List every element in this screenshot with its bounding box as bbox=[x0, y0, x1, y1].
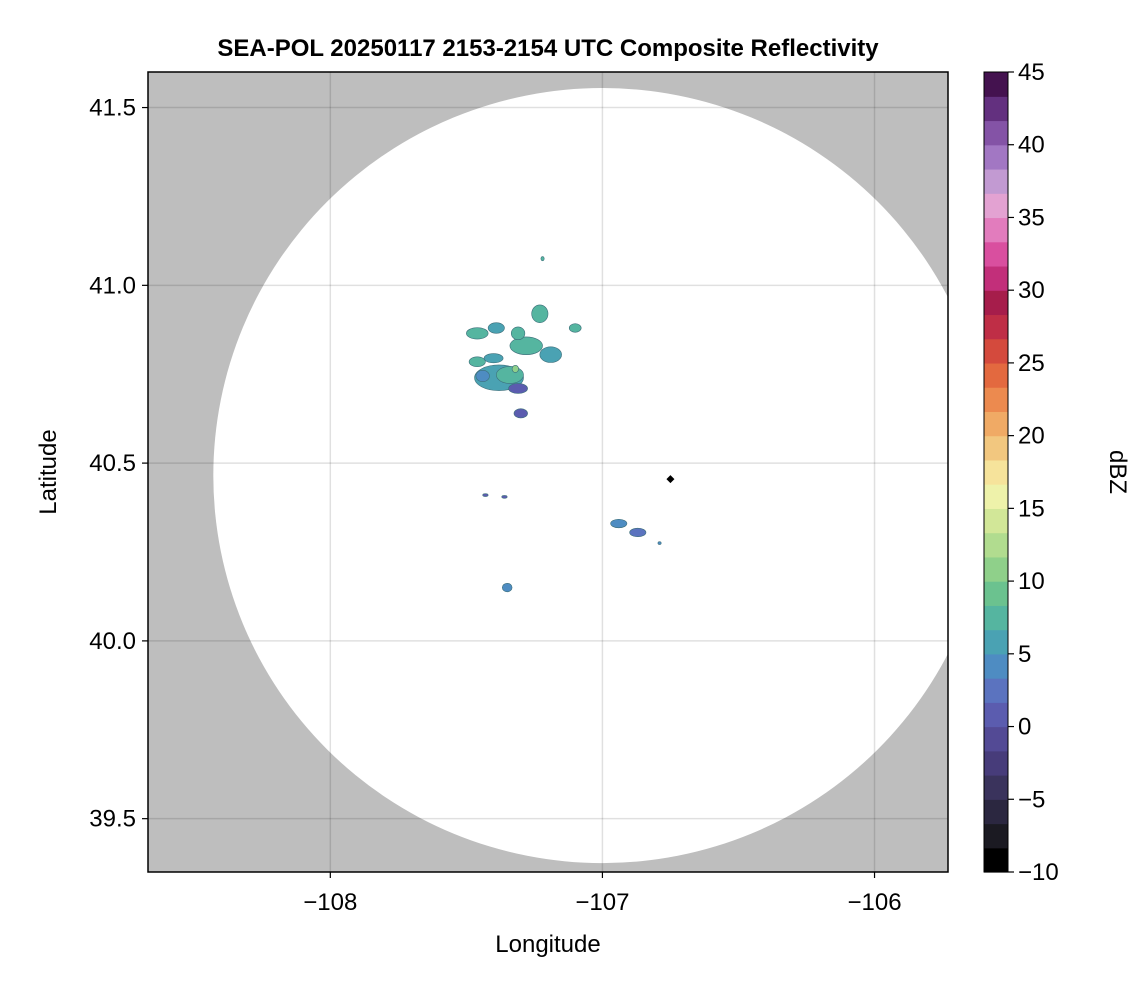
echo-cell bbox=[540, 256, 545, 262]
colorbar-segment bbox=[984, 508, 1008, 534]
echo-cell bbox=[487, 322, 505, 334]
colorbar-segment bbox=[984, 314, 1008, 340]
echo-cell bbox=[509, 336, 543, 355]
colorbar-segment bbox=[984, 605, 1008, 631]
echo-cell bbox=[468, 356, 486, 368]
plot-area bbox=[148, 72, 948, 872]
echo-cell bbox=[531, 304, 549, 323]
chart-title: SEA-POL 20250117 2153-2154 UTC Composite… bbox=[217, 35, 879, 62]
x-axis-ticks: −108 −107 −106 bbox=[303, 872, 902, 916]
colorbar-segment bbox=[984, 823, 1008, 849]
echo-cell bbox=[508, 383, 528, 394]
colorbar: −10 −5 0 5 10 15 20 25 30 35 40 45 bbox=[983, 59, 1059, 886]
colorbar-segment bbox=[984, 387, 1008, 412]
colorbar-tick-label: 20 bbox=[1018, 423, 1045, 450]
echo-cell bbox=[629, 527, 647, 538]
colorbar-segment bbox=[984, 168, 1008, 194]
echo-cell bbox=[539, 346, 562, 363]
colorbar-segment bbox=[984, 459, 1008, 485]
x-tick-label: −106 bbox=[847, 889, 901, 916]
colorbar-tick-label: 25 bbox=[1018, 350, 1045, 377]
echo-cell bbox=[501, 495, 508, 499]
echo-cell bbox=[495, 366, 524, 384]
colorbar-segment bbox=[984, 193, 1008, 219]
radar-site-marker bbox=[666, 475, 675, 484]
y-tick-label: 39.5 bbox=[89, 806, 136, 833]
colorbar-segment bbox=[984, 847, 1008, 873]
echo-cell bbox=[511, 365, 519, 373]
gridlines bbox=[148, 72, 948, 872]
y-tick-label: 41.5 bbox=[89, 95, 136, 122]
y-axis-ticks: 39.5 40.0 40.5 41.0 41.5 bbox=[89, 95, 148, 833]
y-tick-label: 40.5 bbox=[89, 450, 136, 477]
colorbar-segment bbox=[984, 750, 1008, 776]
echo-cell bbox=[568, 323, 582, 333]
y-tick-label: 40.0 bbox=[89, 628, 136, 655]
colorbar-segment bbox=[984, 726, 1008, 752]
colorbar-tick-label: 5 bbox=[1018, 641, 1031, 668]
colorbar-segment bbox=[984, 532, 1008, 558]
colorbar-tick-label: 10 bbox=[1018, 568, 1045, 595]
echo-cell bbox=[510, 326, 526, 341]
colorbar-tick-label: 35 bbox=[1018, 204, 1045, 231]
colorbar-segment bbox=[984, 72, 1008, 97]
colorbar-segment bbox=[984, 338, 1008, 364]
x-axis-label: Longitude bbox=[495, 931, 600, 958]
colorbar-segment bbox=[984, 678, 1008, 703]
colorbar-segment bbox=[984, 241, 1008, 267]
colorbar-label: dBZ bbox=[1104, 450, 1131, 494]
colorbar-segment bbox=[984, 144, 1008, 170]
plot-frame bbox=[147, 71, 949, 873]
y-tick-label: 41.0 bbox=[89, 272, 136, 299]
colorbar-segment bbox=[984, 775, 1008, 800]
colorbar-segment bbox=[984, 653, 1008, 679]
colorbar-tick-label: −5 bbox=[1018, 786, 1045, 813]
x-tick-label: −107 bbox=[575, 889, 629, 916]
colorbar-segment bbox=[984, 556, 1008, 582]
colorbar-segment bbox=[984, 290, 1008, 316]
colorbar-segment bbox=[984, 702, 1008, 728]
echo-cell bbox=[610, 518, 628, 529]
colorbar-tick-label: 30 bbox=[1018, 277, 1045, 304]
echo-cell bbox=[482, 493, 489, 497]
colorbar-segment bbox=[984, 581, 1008, 606]
y-axis-label: Latitude bbox=[35, 429, 62, 514]
echo-cell bbox=[483, 353, 504, 364]
colorbar-segment bbox=[984, 411, 1008, 437]
colorbar-segment bbox=[984, 435, 1008, 461]
colorbar-segment bbox=[984, 799, 1008, 825]
colorbar-tick-label: 0 bbox=[1018, 714, 1031, 741]
radar-domain bbox=[213, 88, 948, 863]
colorbar-tick-label: 15 bbox=[1018, 495, 1045, 522]
colorbar-segment bbox=[984, 217, 1008, 243]
colorbar-tick-label: 45 bbox=[1018, 59, 1045, 86]
echo-cell bbox=[475, 370, 490, 382]
colorbar-tick-label: 40 bbox=[1018, 132, 1045, 159]
echo-cell bbox=[513, 408, 528, 419]
echo-cell bbox=[501, 582, 513, 593]
colorbar-frame bbox=[983, 71, 1009, 873]
echo-cell bbox=[657, 541, 662, 545]
colorbar-tick-label: −10 bbox=[1018, 859, 1059, 886]
colorbar-segment bbox=[984, 265, 1008, 291]
colorbar-segment bbox=[984, 484, 1008, 509]
x-tick-label: −108 bbox=[303, 889, 357, 916]
echo-cell bbox=[466, 327, 489, 340]
colorbar-segment bbox=[984, 96, 1008, 122]
colorbar-segment bbox=[984, 120, 1008, 146]
colorbar-segment bbox=[984, 362, 1008, 388]
colorbar-segment bbox=[984, 629, 1008, 655]
